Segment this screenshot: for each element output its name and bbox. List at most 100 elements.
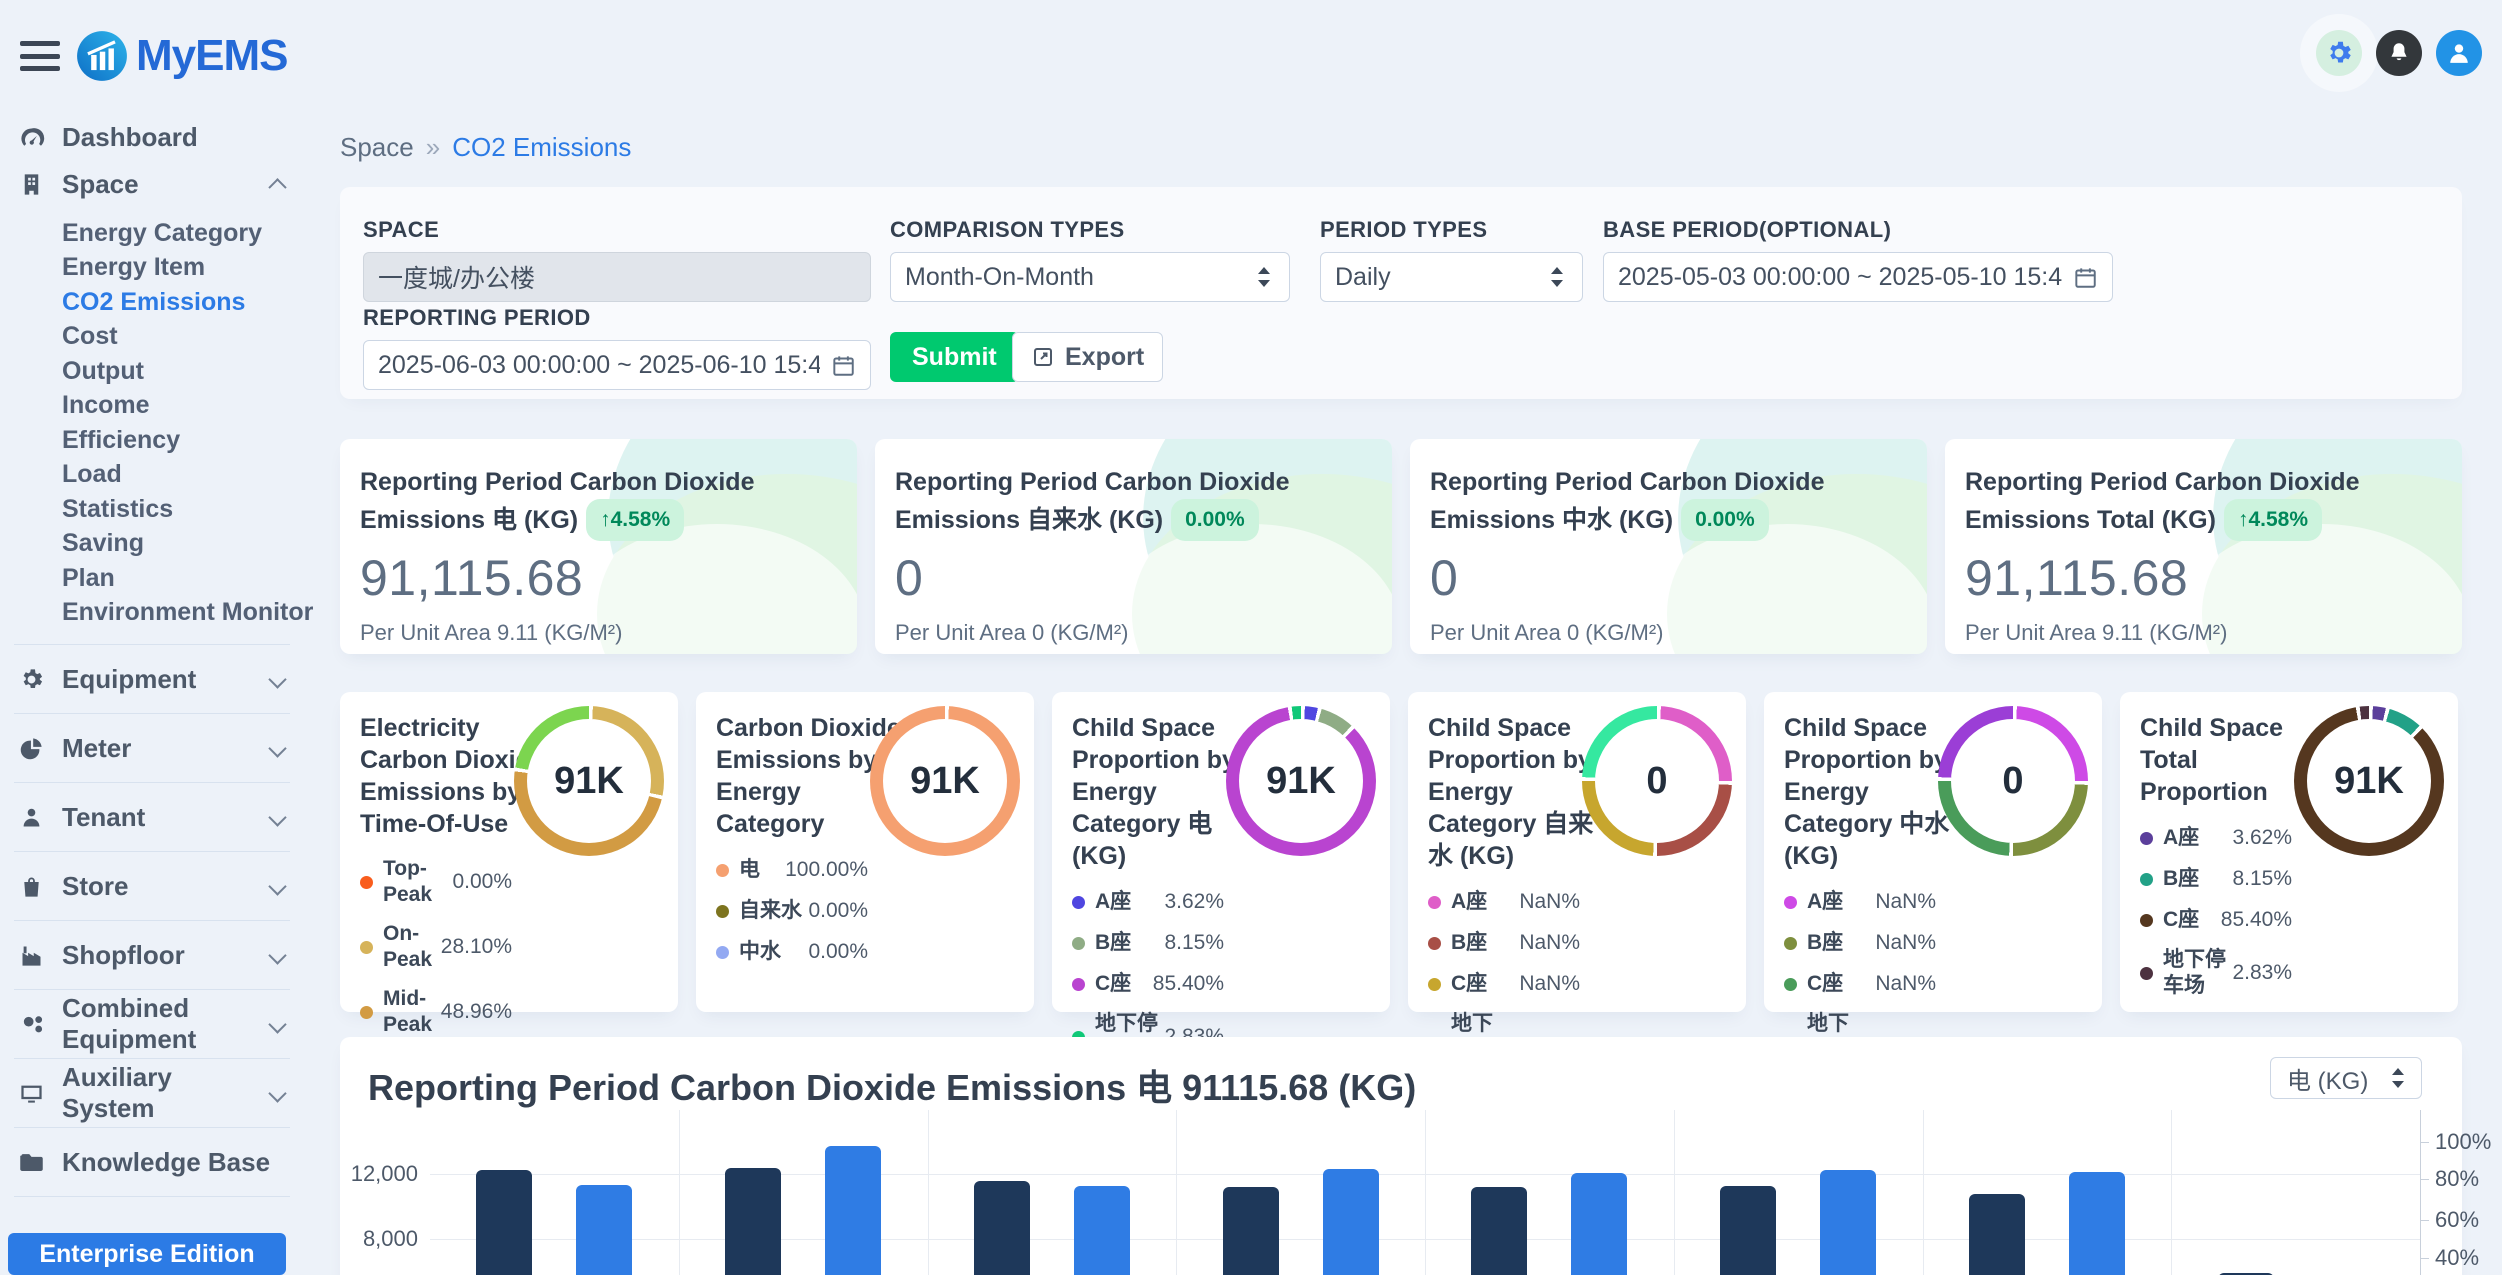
stat-card-total: Reporting Period Carbon Dioxide Emission…: [1945, 439, 2462, 654]
sidebar-subitem-efficiency[interactable]: Efficiency: [62, 425, 181, 454]
legend-item[interactable]: 自来水 0.00%: [716, 897, 868, 925]
legend-item[interactable]: 地下停车场 2.83%: [2140, 947, 2292, 999]
sidebar-item-store[interactable]: Store: [0, 852, 320, 920]
legend-item[interactable]: A座 3.62%: [1072, 888, 1224, 916]
bar-base-period: [1471, 1187, 1528, 1275]
sidebar-subitem-saving[interactable]: Saving: [62, 529, 144, 558]
sidebar-subitem-plan[interactable]: Plan: [62, 563, 115, 592]
hamburger-menu-icon[interactable]: [20, 41, 60, 71]
legend-percentage: 8.15%: [2232, 867, 2292, 890]
legend-item[interactable]: On-Peak 28.10%: [360, 921, 512, 973]
sidebar-subitem-output[interactable]: Output: [62, 356, 144, 385]
legend-item[interactable]: C座 NaN%: [1428, 970, 1580, 998]
stat-value: 91,115.68: [360, 550, 584, 606]
legend-item[interactable]: A座 NaN%: [1428, 888, 1580, 916]
sidebar-subitem-cost[interactable]: Cost: [62, 322, 118, 351]
legend-item[interactable]: B座 8.15%: [1072, 929, 1224, 957]
right-y-axis-tick-label: 100%: [2435, 1129, 2492, 1154]
calendar-icon: [833, 356, 854, 376]
legend-item[interactable]: Top-Peak 0.00%: [360, 856, 512, 908]
donut-chart: 91K: [1226, 706, 1376, 856]
legend-percentage: NaN%: [1875, 890, 1936, 913]
sidebar-item-equipment[interactable]: Equipment: [0, 645, 320, 713]
legend-percentage: NaN%: [1519, 890, 1580, 913]
export-button[interactable]: Export: [1012, 332, 1164, 382]
sidebar-item-space[interactable]: Space: [0, 161, 320, 208]
energy-unit-select[interactable]: 电 (KG): [2270, 1057, 2422, 1099]
right-y-axis: 100% 80% 60% 40%: [2420, 1110, 2491, 1275]
legend-name: C座: [1095, 972, 1132, 995]
space-input-value[interactable]: [378, 262, 856, 292]
sidebar-item-knowledge-base[interactable]: Knowledge Base: [0, 1128, 320, 1196]
comparison-types-select[interactable]: Month-On-Month: [890, 252, 1290, 302]
bell-icon: [2391, 43, 2407, 61]
legend-item[interactable]: B座 8.15%: [2140, 865, 2292, 893]
stat-cards-row: Reporting Period Carbon Dioxide Emission…: [340, 439, 2462, 654]
legend-dot-icon: [1428, 936, 1441, 950]
sidebar-subitem-statistics[interactable]: Statistics: [62, 494, 174, 523]
notifications-button[interactable]: [2376, 30, 2422, 76]
donut-center-value: 91K: [554, 759, 624, 802]
sidebar-item-auxiliary-system[interactable]: Auxiliary System: [0, 1059, 320, 1127]
donut-card-title: Child Space Proportion by Energy Categor…: [1784, 714, 1950, 870]
sidebar-subitem-co2-emissions[interactable]: CO2 Emissions: [62, 287, 246, 316]
bar-reporting-period: [1322, 1169, 1379, 1275]
legend-item[interactable]: 电 100.00%: [716, 856, 868, 884]
period-types-select[interactable]: Daily: [1320, 252, 1583, 302]
sidebar-subitem-income[interactable]: Income: [62, 391, 150, 420]
legend-name: 中水: [739, 940, 781, 963]
per-unit-area: Per Unit Area 0 (KG/M²): [895, 620, 1129, 645]
bar-base-period: [1222, 1186, 1279, 1275]
settings-button[interactable]: [2316, 30, 2362, 76]
legend-percentage: 48.96%: [440, 1000, 512, 1023]
donut-card: Child Space Proportion by Energy Categor…: [1764, 692, 2102, 1087]
bar-base-period: [725, 1168, 782, 1275]
select-arrows-icon: [2392, 1068, 2404, 1088]
submit-button[interactable]: Submit: [890, 332, 1019, 382]
legend-item[interactable]: 中水 0.00%: [716, 938, 868, 966]
legend-item[interactable]: C座 NaN%: [1784, 970, 1936, 998]
reporting-period-value[interactable]: [378, 350, 820, 380]
legend-item[interactable]: A座 3.62%: [2140, 824, 2292, 852]
legend-item[interactable]: C座 85.40%: [1072, 970, 1224, 998]
reporting-period-input[interactable]: [363, 340, 871, 390]
base-period-input[interactable]: [1603, 252, 2113, 302]
factory-icon: [16, 940, 46, 970]
legend-dot-icon: [1784, 936, 1797, 950]
base-period-value[interactable]: [1618, 262, 2062, 292]
sidebar-item-shopfloor[interactable]: Shopfloor: [0, 921, 320, 989]
stat-card-title: Reporting Period Carbon Dioxide Emission…: [895, 468, 1290, 534]
export-button-label: Export: [1065, 342, 1145, 371]
sidebar-item-dashboard[interactable]: Dashboard: [0, 114, 320, 161]
sidebar-item-combined-equipment[interactable]: Combined Equipment: [0, 990, 320, 1058]
sidebar-item-meter[interactable]: Meter: [0, 714, 320, 782]
donut-card: Electricity Carbon Dioxide Emissions by …: [340, 692, 678, 1166]
sidebar-item-tenant[interactable]: Tenant: [0, 783, 320, 851]
breadcrumb-parent[interactable]: Space: [340, 132, 414, 162]
gears-icon: [16, 1009, 46, 1039]
sidebar-subitem-load[interactable]: Load: [62, 460, 122, 489]
user-avatar-button[interactable]: [2436, 30, 2482, 76]
breadcrumb-current: CO2 Emissions: [452, 132, 632, 162]
enterprise-edition-button[interactable]: Enterprise Edition: [8, 1233, 286, 1275]
sidebar-subitem-energy-category[interactable]: Energy Category: [62, 218, 263, 247]
legend-item[interactable]: Mid-Peak 48.96%: [360, 986, 512, 1038]
sidebar-subitem-energy-item[interactable]: Energy Item: [62, 253, 206, 282]
stat-card-electricity: Reporting Period Carbon Dioxide Emission…: [340, 439, 857, 654]
legend-name: Mid-Peak: [383, 987, 433, 1036]
app-logo[interactable]: MyEMS: [76, 30, 288, 82]
legend-dot-icon: [2140, 913, 2153, 927]
space-input[interactable]: [363, 252, 871, 302]
legend-item[interactable]: B座 NaN%: [1784, 929, 1936, 957]
legend-item[interactable]: B座 NaN%: [1428, 929, 1580, 957]
legend-item[interactable]: A座 NaN%: [1784, 888, 1936, 916]
tick-mark: [2421, 1220, 2429, 1221]
sidebar-subitem-environment-monitor[interactable]: Environment Monitor: [62, 598, 314, 627]
chevron-down-icon: [268, 1014, 287, 1034]
topbar-icons: [2316, 30, 2482, 76]
legend-name: C座: [2163, 908, 2200, 931]
legend-item[interactable]: C座 85.40%: [2140, 906, 2292, 934]
tick-mark: [2421, 1258, 2429, 1259]
legend-dot-icon: [1784, 895, 1797, 909]
building-icon: [16, 170, 46, 200]
